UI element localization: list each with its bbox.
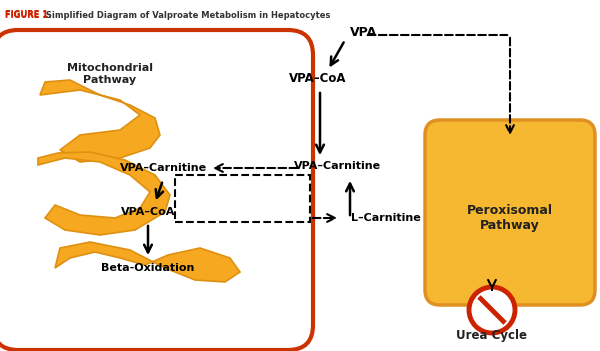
Text: VPA–CoA: VPA–CoA bbox=[121, 207, 175, 217]
Text: FIGURE 1. Simplified Diagram of Valproate Metabolism in Hepatocytes: FIGURE 1. Simplified Diagram of Valproat… bbox=[5, 10, 339, 19]
Text: Urea Cycle: Urea Cycle bbox=[457, 329, 527, 342]
Circle shape bbox=[469, 287, 515, 333]
Text: Beta-Oxidation: Beta-Oxidation bbox=[101, 263, 194, 273]
Text: VPA–Carnitine: VPA–Carnitine bbox=[119, 163, 206, 173]
Polygon shape bbox=[38, 152, 170, 235]
Bar bbox=[175, 175, 310, 222]
Text: VPA: VPA bbox=[350, 26, 377, 39]
FancyBboxPatch shape bbox=[0, 30, 313, 350]
Polygon shape bbox=[40, 80, 160, 162]
Text: Pathway: Pathway bbox=[480, 219, 540, 232]
Text: VPA–CoA: VPA–CoA bbox=[289, 72, 347, 85]
Text: FIGURE 1.: FIGURE 1. bbox=[5, 11, 51, 20]
Polygon shape bbox=[55, 242, 240, 282]
Text: Mitochondrial: Mitochondrial bbox=[67, 63, 153, 73]
FancyBboxPatch shape bbox=[425, 120, 595, 305]
Text: Simplified Diagram of Valproate Metabolism in Hepatocytes: Simplified Diagram of Valproate Metaboli… bbox=[43, 11, 330, 20]
Text: VPA–Carnitine: VPA–Carnitine bbox=[295, 161, 382, 171]
Text: L–Carnitine: L–Carnitine bbox=[351, 213, 421, 223]
Text: FIGURE 1.: FIGURE 1. bbox=[5, 10, 52, 19]
Text: Peroxisomal: Peroxisomal bbox=[467, 204, 553, 217]
Text: Pathway: Pathway bbox=[83, 75, 137, 85]
